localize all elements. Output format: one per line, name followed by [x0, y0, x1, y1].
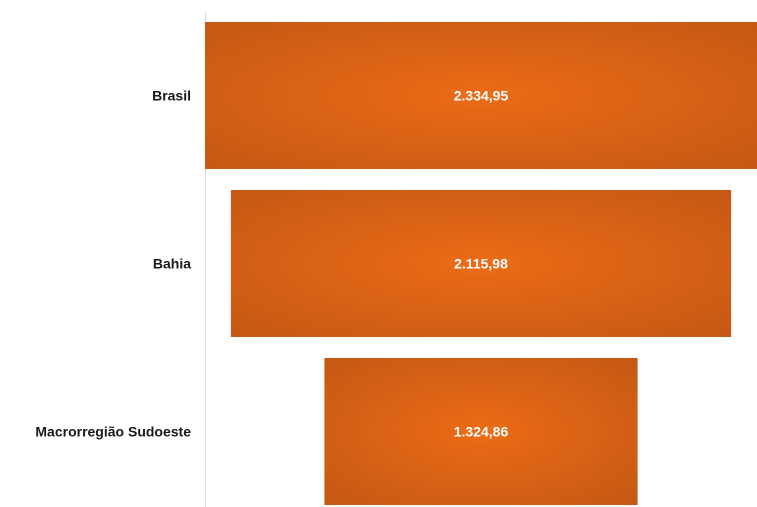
category-label: Bahia — [153, 256, 191, 272]
funnel-bar — [324, 358, 638, 505]
category-label: Brasil — [152, 88, 191, 104]
bar-value-label: 2.115,98 — [454, 256, 508, 272]
funnel-bar — [230, 190, 732, 337]
category-label: Macrorregião Sudoeste — [35, 424, 191, 440]
category-labels-group: Brasil Bahia Macrorregião Sudoeste — [35, 88, 191, 440]
bar-value-label: 1.324,86 — [454, 424, 509, 440]
bar-value-label: 2.334,95 — [454, 88, 509, 104]
bars-group — [205, 22, 757, 505]
value-labels-group: 2.334,95 2.115,98 1.324,86 — [454, 88, 509, 440]
funnel-bar — [205, 22, 757, 169]
